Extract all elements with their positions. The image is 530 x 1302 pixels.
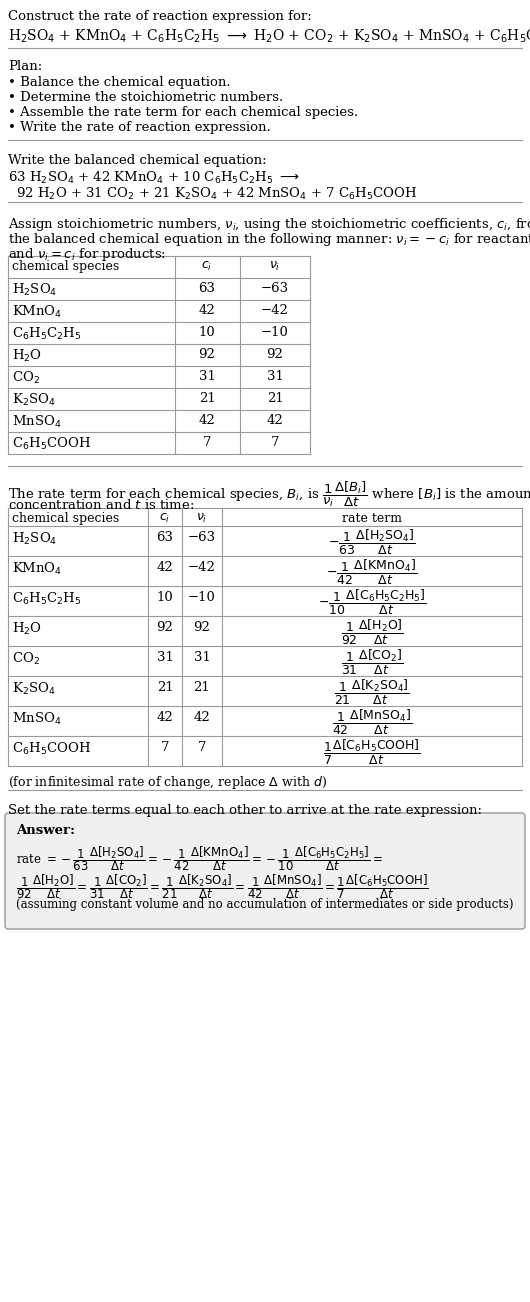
Text: Construct the rate of reaction expression for:: Construct the rate of reaction expressio… [8,10,312,23]
Text: and $\nu_i = c_i$ for products:: and $\nu_i = c_i$ for products: [8,246,166,263]
Text: 10: 10 [157,591,173,604]
Text: 31: 31 [156,651,173,664]
Text: (assuming constant volume and no accumulation of intermediates or side products): (assuming constant volume and no accumul… [16,898,514,911]
Text: Answer:: Answer: [16,824,75,837]
Text: −10: −10 [188,591,216,604]
Text: • Determine the stoichiometric numbers.: • Determine the stoichiometric numbers. [8,91,283,104]
Text: rate term: rate term [342,512,402,525]
Text: Write the balanced chemical equation:: Write the balanced chemical equation: [8,154,267,167]
Text: 21: 21 [193,681,210,694]
Text: $\dfrac{1}{31}\dfrac{\Delta[\mathrm{CO_2}]}{\Delta t}$: $\dfrac{1}{31}\dfrac{\Delta[\mathrm{CO_2… [341,647,403,677]
Text: $\nu_i$: $\nu_i$ [269,260,281,273]
Text: 31: 31 [267,370,284,383]
Text: C$_6$H$_5$C$_2$H$_5$: C$_6$H$_5$C$_2$H$_5$ [12,591,82,607]
Text: 31: 31 [193,651,210,664]
Text: H$_2$O: H$_2$O [12,348,42,365]
Text: KMnO$_4$: KMnO$_4$ [12,561,63,577]
Text: 63: 63 [156,531,173,544]
Text: K$_2$SO$_4$: K$_2$SO$_4$ [12,392,56,408]
Text: K$_2$SO$_4$: K$_2$SO$_4$ [12,681,56,697]
Text: 7: 7 [271,436,279,449]
Text: $\dfrac{1}{21}\dfrac{\Delta[\mathrm{K_2SO_4}]}{\Delta t}$: $\dfrac{1}{21}\dfrac{\Delta[\mathrm{K_2S… [334,677,410,707]
Text: H$_2$O: H$_2$O [12,621,42,637]
Text: CO$_2$: CO$_2$ [12,651,40,667]
Text: 7: 7 [198,741,206,754]
Text: MnSO$_4$: MnSO$_4$ [12,414,61,430]
Text: 42: 42 [157,561,173,574]
Text: 92: 92 [199,348,215,361]
Text: 10: 10 [199,326,215,339]
Text: −63: −63 [188,531,216,544]
Text: −10: −10 [261,326,289,339]
Text: H$_2$SO$_4$: H$_2$SO$_4$ [12,283,57,298]
Text: 42: 42 [199,303,215,316]
Text: (for infinitesimal rate of change, replace $\Delta$ with $d$): (for infinitesimal rate of change, repla… [8,773,327,792]
Text: $c_i$: $c_i$ [160,512,171,525]
Text: concentration and $t$ is time:: concentration and $t$ is time: [8,497,195,512]
Text: 42: 42 [193,711,210,724]
Text: $\dfrac{1}{7}\dfrac{\Delta[\mathrm{C_6H_5COOH}]}{\Delta t}$: $\dfrac{1}{7}\dfrac{\Delta[\mathrm{C_6H_… [323,737,421,767]
Text: $\dfrac{1}{92}\dfrac{\Delta[\mathrm{H_2O}]}{\Delta t}$: $\dfrac{1}{92}\dfrac{\Delta[\mathrm{H_2O… [341,617,403,647]
Text: C$_6$H$_5$COOH: C$_6$H$_5$COOH [12,741,91,756]
Text: 7: 7 [161,741,169,754]
Text: Assign stoichiometric numbers, $\nu_i$, using the stoichiometric coefficients, $: Assign stoichiometric numbers, $\nu_i$, … [8,216,530,233]
Text: C$_6$H$_5$C$_2$H$_5$: C$_6$H$_5$C$_2$H$_5$ [12,326,82,342]
Text: 63 H$_2$SO$_4$ + 42 KMnO$_4$ + 10 C$_6$H$_5$C$_2$H$_5$ $\longrightarrow$: 63 H$_2$SO$_4$ + 42 KMnO$_4$ + 10 C$_6$H… [8,171,300,186]
Text: $-\dfrac{1}{63}\dfrac{\Delta[\mathrm{H_2SO_4}]}{\Delta t}$: $-\dfrac{1}{63}\dfrac{\Delta[\mathrm{H_2… [328,527,416,556]
Text: $\dfrac{1}{92}\dfrac{\Delta[\mathrm{H_2O}]}{\Delta t} = \dfrac{1}{31}\dfrac{\Del: $\dfrac{1}{92}\dfrac{\Delta[\mathrm{H_2O… [16,872,429,901]
Text: rate $= -\dfrac{1}{63}\dfrac{\Delta[\mathrm{H_2SO_4}]}{\Delta t} = -\dfrac{1}{42: rate $= -\dfrac{1}{63}\dfrac{\Delta[\mat… [16,844,383,872]
Text: −63: −63 [261,283,289,296]
Text: H$_2$SO$_4$: H$_2$SO$_4$ [12,531,57,547]
Text: 92: 92 [267,348,284,361]
Text: 42: 42 [157,711,173,724]
Text: 42: 42 [267,414,284,427]
Text: $-\dfrac{1}{42}\dfrac{\Delta[\mathrm{KMnO_4}]}{\Delta t}$: $-\dfrac{1}{42}\dfrac{\Delta[\mathrm{KMn… [326,557,418,586]
Text: 21: 21 [267,392,284,405]
Text: • Balance the chemical equation.: • Balance the chemical equation. [8,76,231,89]
Text: $c_i$: $c_i$ [201,260,213,273]
Text: H$_2$SO$_4$ + KMnO$_4$ + C$_6$H$_5$C$_2$H$_5$ $\longrightarrow$ H$_2$O + CO$_2$ : H$_2$SO$_4$ + KMnO$_4$ + C$_6$H$_5$C$_2$… [8,29,530,46]
Text: 7: 7 [203,436,211,449]
Text: C$_6$H$_5$COOH: C$_6$H$_5$COOH [12,436,91,452]
Text: −42: −42 [261,303,289,316]
Text: $\dfrac{1}{42}\dfrac{\Delta[\mathrm{MnSO_4}]}{\Delta t}$: $\dfrac{1}{42}\dfrac{\Delta[\mathrm{MnSO… [332,707,412,737]
Text: 31: 31 [199,370,215,383]
Text: 21: 21 [199,392,215,405]
Text: Set the rate terms equal to each other to arrive at the rate expression:: Set the rate terms equal to each other t… [8,805,482,816]
Text: 92: 92 [156,621,173,634]
Text: The rate term for each chemical species, $B_i$, is $\dfrac{1}{\nu_i}\dfrac{\Delt: The rate term for each chemical species,… [8,480,530,509]
Text: $-\dfrac{1}{10}\dfrac{\Delta[\mathrm{C_6H_5C_2H_5}]}{\Delta t}$: $-\dfrac{1}{10}\dfrac{\Delta[\mathrm{C_6… [317,587,426,617]
FancyBboxPatch shape [5,812,525,930]
Text: KMnO$_4$: KMnO$_4$ [12,303,63,320]
Text: −42: −42 [188,561,216,574]
Text: 21: 21 [157,681,173,694]
Text: the balanced chemical equation in the following manner: $\nu_i = -c_i$ for react: the balanced chemical equation in the fo… [8,230,530,247]
Text: 42: 42 [199,414,215,427]
Text: $\nu_i$: $\nu_i$ [196,512,208,525]
Text: 92: 92 [193,621,210,634]
Text: Plan:: Plan: [8,60,42,73]
Text: • Assemble the rate term for each chemical species.: • Assemble the rate term for each chemic… [8,105,358,118]
Text: chemical species: chemical species [12,512,119,525]
Text: 92 H$_2$O + 31 CO$_2$ + 21 K$_2$SO$_4$ + 42 MnSO$_4$ + 7 C$_6$H$_5$COOH: 92 H$_2$O + 31 CO$_2$ + 21 K$_2$SO$_4$ +… [8,186,418,202]
Text: MnSO$_4$: MnSO$_4$ [12,711,61,727]
Text: 63: 63 [199,283,216,296]
Text: chemical species: chemical species [12,260,119,273]
Text: CO$_2$: CO$_2$ [12,370,40,387]
Text: • Write the rate of reaction expression.: • Write the rate of reaction expression. [8,121,271,134]
